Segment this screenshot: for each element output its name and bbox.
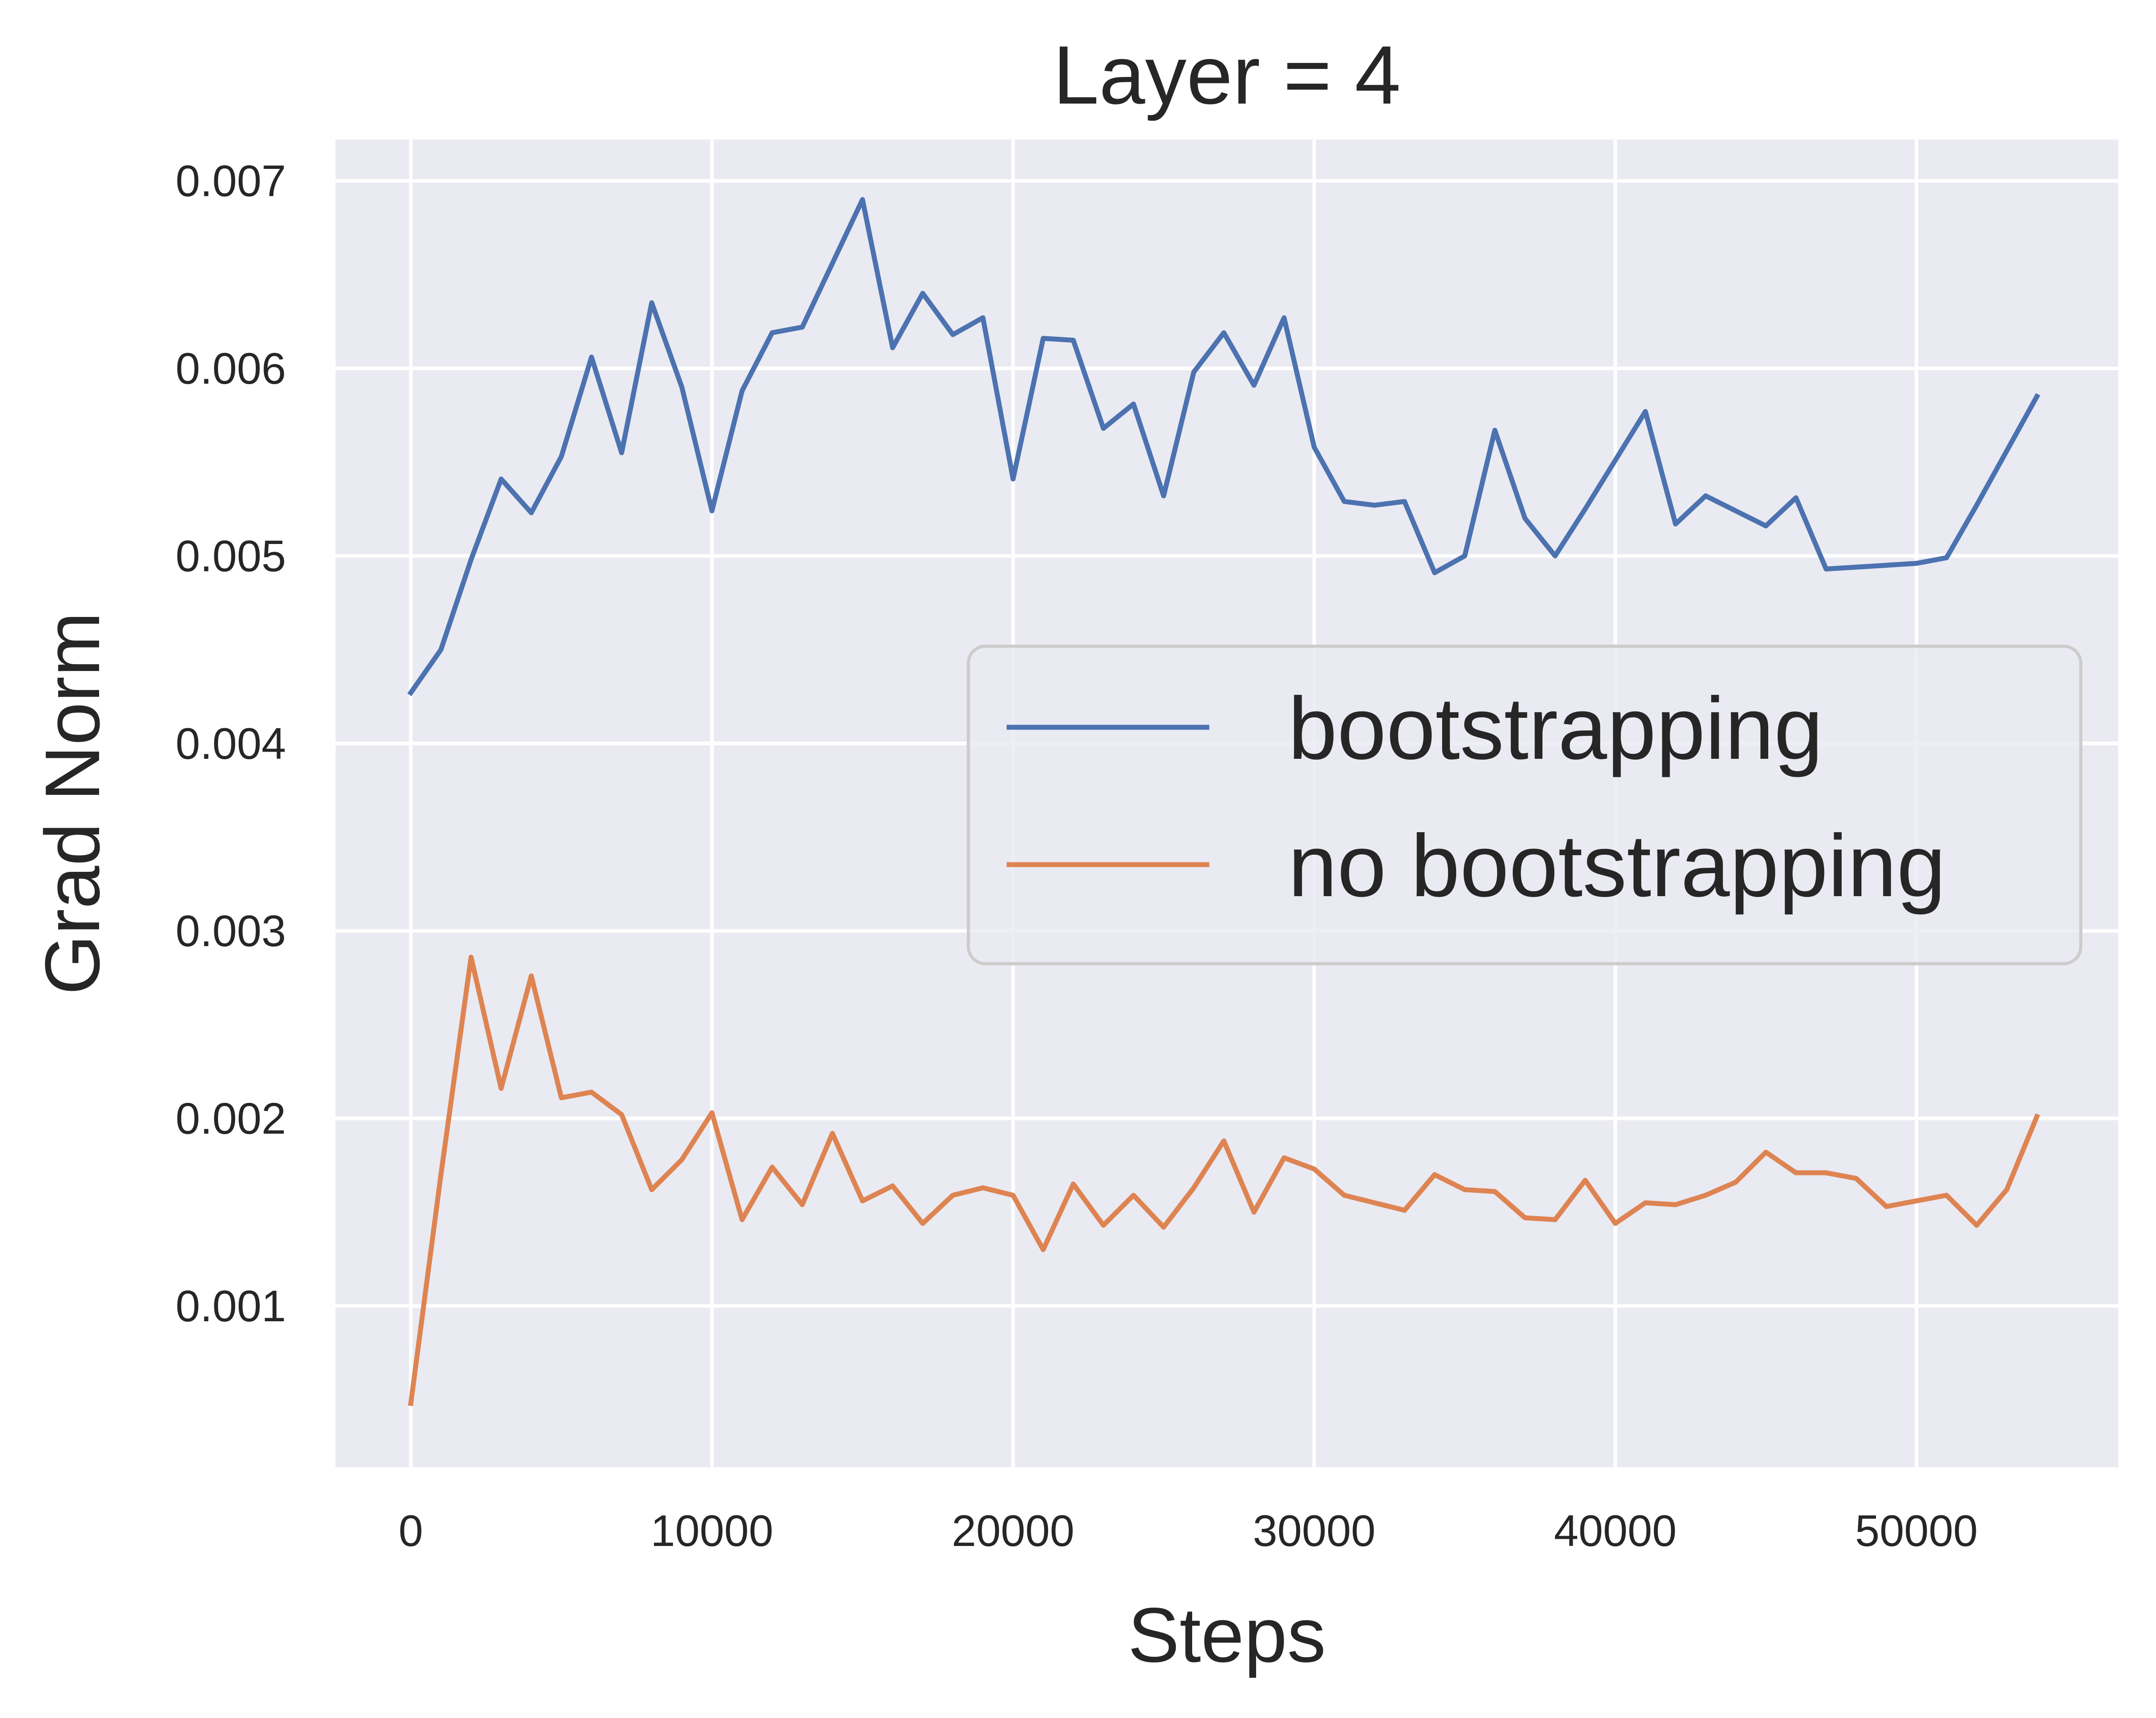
legend-label-no-bootstrapping: no bootstrapping — [1288, 816, 1946, 915]
legend-label-bootstrapping: bootstrapping — [1288, 679, 1823, 778]
chart-title: Layer = 4 — [1053, 28, 1401, 121]
x-tick-label: 30000 — [1253, 1506, 1376, 1555]
x-tick-label: 10000 — [650, 1506, 773, 1555]
y-tick-label: 0.004 — [176, 719, 286, 768]
x-tick-label: 40000 — [1554, 1506, 1677, 1555]
y-tick-label: 0.003 — [176, 906, 286, 956]
x-tick-label: 20000 — [952, 1506, 1075, 1555]
y-tick-label: 0.005 — [176, 531, 286, 580]
series-line-bootstrapping — [407, 197, 2040, 696]
series-line-no-bootstrapping — [408, 954, 2040, 1406]
x-axis-label: Steps — [1128, 1592, 1326, 1678]
y-tick-label: 0.002 — [176, 1094, 286, 1143]
y-tick-label: 0.001 — [176, 1281, 286, 1331]
y-tick-label: 0.007 — [176, 156, 286, 206]
x-tick-label: 50000 — [1855, 1506, 1978, 1555]
y-tick-label: 0.006 — [176, 344, 286, 393]
x-tick-label: 0 — [399, 1506, 423, 1555]
legend-entries: bootstrapping no bootstrapping — [1007, 679, 1946, 915]
legend: bootstrapping no bootstrapping — [967, 644, 2083, 966]
tick-labels: 0 10000 20000 30000 40000 50000 0.001 0.002 0.00… — [176, 156, 1978, 1555]
legend-box — [967, 644, 2083, 966]
series-lines — [407, 197, 2040, 1406]
y-axis-label: Grad Norm — [29, 612, 116, 995]
